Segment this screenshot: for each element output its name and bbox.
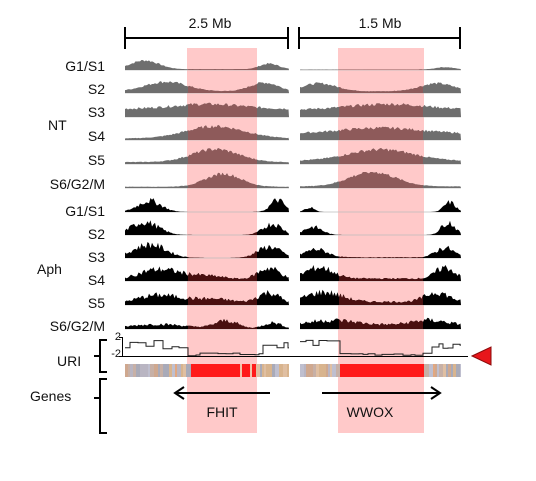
genes-group-label: Genes: [30, 388, 72, 404]
gene-label-fhit: FHIT: [206, 404, 238, 420]
uri-group-label: URI: [57, 353, 82, 369]
nt-phase-label-3: S3: [87, 104, 105, 120]
gene-label-wwox: WWOX: [346, 404, 394, 420]
nt-phase-label-2: S2: [87, 81, 105, 97]
aph-phase-label-3: S3: [87, 249, 105, 265]
aph-phase-label-6: S6/G2/M: [49, 318, 105, 334]
nt-phase-label-5: S5: [87, 152, 105, 168]
aph-group-label: Aph: [37, 261, 62, 277]
nt-phase-label-1: G1/S1: [65, 58, 105, 74]
scale-label-right: 1.5 Mb: [340, 15, 420, 31]
nt-phase-label-4: S4: [87, 128, 105, 144]
nt-group-label: NT: [48, 117, 67, 133]
scale-label-left: 2.5 Mb: [170, 15, 250, 31]
aph-phase-label-5: S5: [87, 295, 105, 311]
nt-phase-label-6: S6/G2/M: [49, 176, 105, 192]
aph-phase-label-1: G1/S1: [65, 203, 105, 219]
uri-tick-bottom: -2: [111, 348, 121, 360]
aph-phase-label-4: S4: [87, 272, 105, 288]
uri-tick-top: 2: [114, 331, 121, 343]
aph-phase-label-2: S2: [87, 226, 105, 242]
